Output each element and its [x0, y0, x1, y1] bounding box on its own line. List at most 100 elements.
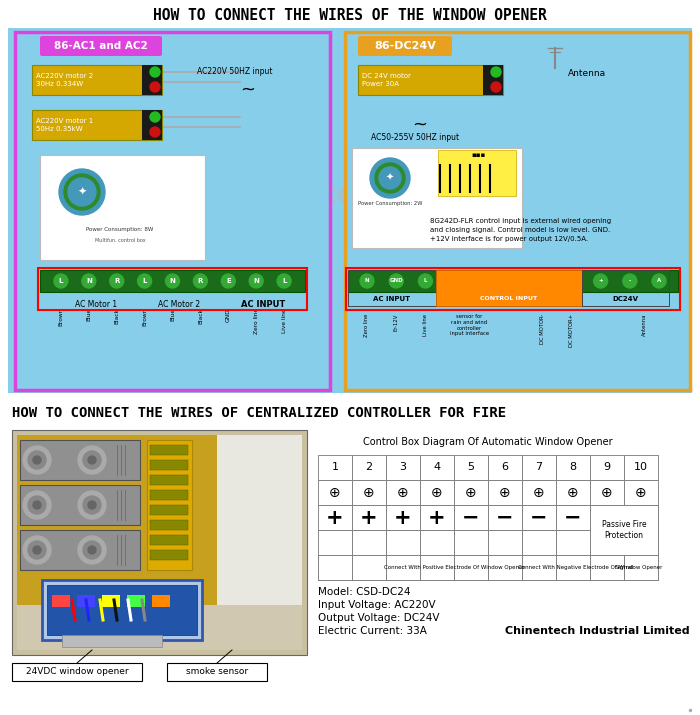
- FancyBboxPatch shape: [435, 270, 582, 306]
- Circle shape: [68, 178, 96, 206]
- FancyBboxPatch shape: [590, 530, 624, 555]
- FancyBboxPatch shape: [12, 430, 307, 655]
- Text: 86-DC24V: 86-DC24V: [374, 41, 436, 51]
- FancyBboxPatch shape: [318, 455, 352, 480]
- Circle shape: [623, 274, 637, 288]
- Circle shape: [23, 446, 51, 474]
- Circle shape: [83, 451, 101, 469]
- Text: 5: 5: [468, 463, 475, 473]
- Text: ⊕: ⊕: [533, 485, 545, 500]
- Text: ~: ~: [412, 116, 428, 134]
- FancyBboxPatch shape: [624, 505, 658, 530]
- Text: Zero line: Zero line: [365, 314, 370, 337]
- FancyBboxPatch shape: [352, 455, 386, 480]
- FancyBboxPatch shape: [150, 550, 188, 560]
- FancyBboxPatch shape: [150, 460, 188, 470]
- Text: ⊕: ⊕: [601, 485, 612, 500]
- Circle shape: [78, 491, 106, 519]
- Text: +: +: [326, 508, 344, 528]
- Text: CONTROL INPUT: CONTROL INPUT: [480, 297, 537, 302]
- FancyBboxPatch shape: [150, 535, 188, 545]
- FancyBboxPatch shape: [624, 480, 658, 505]
- Text: 8G242D-FLR control input is external wired opening
and closing signal. Control m: 8G242D-FLR control input is external wir…: [430, 219, 611, 242]
- Circle shape: [360, 274, 374, 288]
- FancyBboxPatch shape: [624, 555, 658, 580]
- Circle shape: [506, 274, 520, 288]
- Text: ⊕: ⊕: [397, 485, 409, 500]
- Text: sensor for
rain and wind
controller
input interface: sensor for rain and wind controller inpu…: [449, 314, 489, 336]
- Text: ⊕: ⊕: [431, 485, 443, 500]
- Text: AC220V motor 1
50Hz 0.35kW: AC220V motor 1 50Hz 0.35kW: [36, 118, 93, 132]
- Circle shape: [193, 274, 207, 288]
- FancyBboxPatch shape: [488, 555, 522, 580]
- Circle shape: [419, 274, 433, 288]
- FancyBboxPatch shape: [386, 555, 420, 580]
- FancyBboxPatch shape: [386, 455, 420, 480]
- Text: E: E: [226, 278, 231, 284]
- FancyBboxPatch shape: [386, 505, 420, 530]
- Text: AC INPUT: AC INPUT: [241, 300, 286, 309]
- Text: Antenna: Antenna: [642, 314, 647, 336]
- FancyBboxPatch shape: [488, 505, 522, 530]
- FancyBboxPatch shape: [488, 480, 522, 505]
- Text: L: L: [424, 279, 427, 284]
- FancyBboxPatch shape: [624, 530, 658, 555]
- Circle shape: [138, 274, 152, 288]
- FancyBboxPatch shape: [47, 585, 197, 635]
- FancyBboxPatch shape: [152, 595, 170, 607]
- Text: Control Box Diagram Of Automatic Window Opener: Control Box Diagram Of Automatic Window …: [363, 437, 612, 447]
- Circle shape: [59, 169, 105, 215]
- Circle shape: [78, 446, 106, 474]
- Text: Live line: Live line: [423, 314, 428, 336]
- FancyBboxPatch shape: [454, 530, 488, 555]
- FancyBboxPatch shape: [32, 110, 162, 140]
- FancyBboxPatch shape: [318, 505, 352, 530]
- FancyBboxPatch shape: [8, 28, 692, 393]
- Text: +12V: +12V: [447, 279, 463, 284]
- Text: GN: GN: [508, 279, 517, 284]
- Circle shape: [564, 274, 578, 288]
- Circle shape: [150, 67, 160, 77]
- FancyBboxPatch shape: [556, 455, 590, 480]
- Text: DC24V: DC24V: [612, 296, 638, 302]
- FancyBboxPatch shape: [318, 555, 352, 580]
- FancyBboxPatch shape: [522, 530, 556, 555]
- FancyBboxPatch shape: [17, 435, 302, 610]
- Text: Chinentech Industrial Limited: Chinentech Industrial Limited: [505, 626, 690, 636]
- Circle shape: [78, 536, 106, 564]
- FancyBboxPatch shape: [345, 32, 690, 390]
- Circle shape: [88, 456, 96, 464]
- FancyBboxPatch shape: [590, 555, 624, 580]
- Text: Power Consumption: 2W: Power Consumption: 2W: [358, 202, 422, 207]
- Circle shape: [536, 274, 550, 288]
- Text: L: L: [142, 278, 147, 284]
- Text: ⊕: ⊕: [329, 485, 341, 500]
- FancyBboxPatch shape: [624, 455, 658, 480]
- Circle shape: [54, 274, 68, 288]
- FancyBboxPatch shape: [420, 480, 454, 505]
- Circle shape: [491, 82, 501, 92]
- Circle shape: [150, 82, 160, 92]
- Text: DC MOTOR+: DC MOTOR+: [569, 314, 574, 347]
- FancyBboxPatch shape: [150, 475, 188, 485]
- Text: 24VDC window opener: 24VDC window opener: [26, 668, 128, 676]
- FancyBboxPatch shape: [420, 505, 454, 530]
- FancyBboxPatch shape: [438, 150, 516, 196]
- FancyBboxPatch shape: [420, 530, 454, 555]
- FancyBboxPatch shape: [352, 530, 386, 555]
- FancyBboxPatch shape: [590, 480, 624, 505]
- Text: AC220V motor 2
30Hz 0.334W: AC220V motor 2 30Hz 0.334W: [36, 73, 93, 87]
- Text: Blue: Blue: [86, 308, 91, 321]
- FancyBboxPatch shape: [590, 505, 624, 530]
- Circle shape: [150, 127, 160, 137]
- FancyBboxPatch shape: [352, 505, 386, 530]
- Text: R: R: [197, 278, 203, 284]
- Text: HOW TO CONNECT THE WIRES OF CENTRALIZED CONTROLLER FOR FIRE: HOW TO CONNECT THE WIRES OF CENTRALIZED …: [12, 406, 506, 420]
- FancyBboxPatch shape: [318, 555, 352, 580]
- FancyBboxPatch shape: [352, 148, 522, 248]
- Text: Signal: Signal: [615, 565, 634, 570]
- Text: 8: 8: [569, 463, 577, 473]
- FancyBboxPatch shape: [420, 555, 454, 580]
- FancyBboxPatch shape: [454, 480, 488, 505]
- FancyBboxPatch shape: [556, 555, 590, 580]
